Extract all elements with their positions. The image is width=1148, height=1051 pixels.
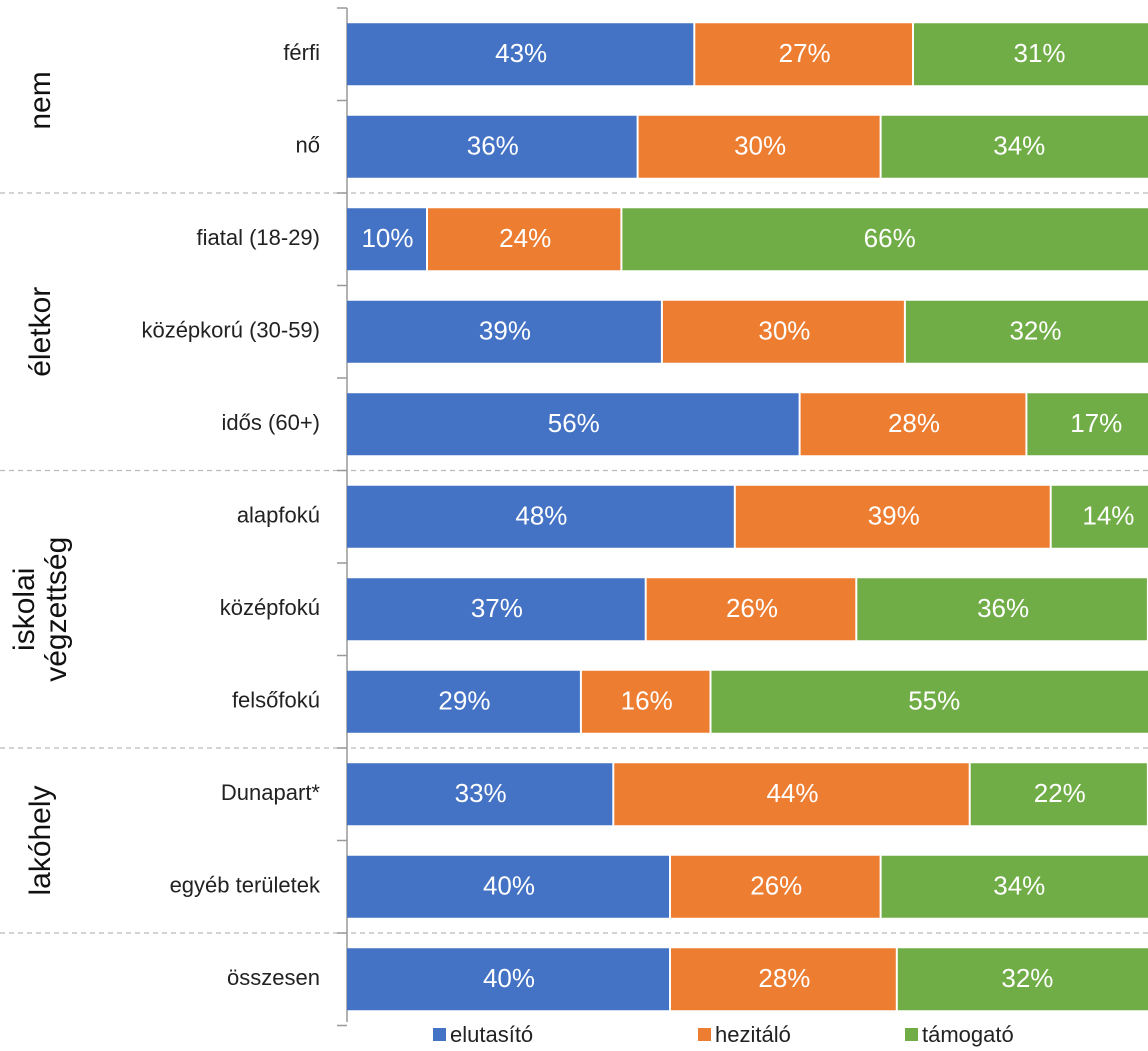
category-label: középkorú (30-59) [141, 318, 320, 343]
bar-segment [347, 393, 799, 456]
group-label: életkor [24, 287, 57, 377]
value-label: 34% [993, 131, 1045, 161]
value-label: 29% [438, 686, 490, 716]
value-label: 39% [479, 316, 531, 346]
value-label: 22% [1034, 778, 1086, 808]
bar-segment [735, 485, 1050, 548]
category-label: felsőfokú [232, 688, 320, 713]
bar-segment [671, 948, 896, 1011]
bar-segment [881, 115, 1148, 178]
bar-segment [347, 208, 426, 271]
legend-label: támogató [922, 1022, 1014, 1047]
value-label: 40% [483, 963, 535, 993]
value-label: 28% [888, 408, 940, 438]
value-label: 10% [361, 223, 413, 253]
group-label-line: nem [24, 71, 57, 129]
value-label: 43% [495, 38, 547, 68]
category-label: egyéb területek [170, 873, 321, 898]
value-label: 26% [726, 593, 778, 623]
bar-segment [347, 948, 669, 1011]
value-label: 14% [1082, 501, 1134, 531]
value-label: 31% [1014, 38, 1066, 68]
value-label: 24% [499, 223, 551, 253]
bar-segment [347, 300, 661, 363]
bar-segment [857, 578, 1147, 641]
bar-segment [800, 393, 1026, 456]
category-label: alapfokú [237, 503, 320, 528]
value-label: 27% [779, 38, 831, 68]
value-label: 26% [750, 871, 802, 901]
bar-segment [914, 23, 1148, 86]
bar-segment [347, 763, 613, 826]
bar-segment [638, 115, 880, 178]
value-label: 33% [455, 778, 507, 808]
bar-segment [1051, 485, 1148, 548]
value-label: 34% [993, 871, 1045, 901]
bar-segment [347, 578, 645, 641]
category-label: Dunapart* [221, 780, 321, 805]
legend-swatch [698, 1028, 711, 1041]
group-label: iskolaivégzettség [8, 537, 73, 682]
bar-segment [711, 670, 1148, 733]
bar-segment [646, 578, 856, 641]
group-label-line: életkor [24, 287, 57, 377]
bar-segment [347, 23, 694, 86]
group-label-line: végzettség [40, 537, 73, 682]
value-label: 36% [977, 593, 1029, 623]
value-label: 30% [734, 131, 786, 161]
bar-segment [881, 855, 1148, 918]
group-label-line: lakóhely [24, 785, 57, 895]
bar-segment [347, 855, 669, 918]
bar-segment [662, 300, 904, 363]
category-label: férfi [283, 40, 320, 65]
value-label: 55% [908, 686, 960, 716]
bar-segment [671, 855, 880, 918]
legend-label: hezitáló [715, 1022, 791, 1047]
group-label: lakóhely [24, 785, 57, 895]
legend-label: elutasító [450, 1022, 533, 1047]
bar-segment [614, 763, 969, 826]
group-label: nem [24, 71, 57, 129]
bar-segment [695, 23, 912, 86]
value-label: 28% [758, 963, 810, 993]
value-label: 44% [766, 778, 818, 808]
bar-segment [347, 485, 734, 548]
value-label: 48% [515, 501, 567, 531]
value-label: 37% [471, 593, 523, 623]
value-label: 40% [483, 871, 535, 901]
category-label: nő [296, 133, 320, 158]
bar-segment [970, 763, 1147, 826]
bar-segment [347, 670, 580, 733]
value-label: 30% [758, 316, 810, 346]
legend-swatch [905, 1028, 918, 1041]
value-label: 16% [621, 686, 673, 716]
value-label: 17% [1070, 408, 1122, 438]
value-label: 36% [467, 131, 519, 161]
bar-segment [897, 948, 1148, 1011]
value-label: 32% [1001, 963, 1053, 993]
bar-segment [622, 208, 1148, 271]
legend-swatch [433, 1028, 446, 1041]
category-label: középfokú [220, 595, 320, 620]
value-label: 56% [548, 408, 600, 438]
value-label: 32% [1009, 316, 1061, 346]
value-label: 39% [868, 501, 920, 531]
category-label: összesen [227, 965, 320, 990]
bar-segment [905, 300, 1148, 363]
value-label: 66% [864, 223, 916, 253]
group-label-line: iskolai [8, 568, 41, 651]
category-label: idős (60+) [222, 410, 320, 435]
bar-segment [347, 115, 637, 178]
bar-segment [581, 670, 710, 733]
bar-segment [428, 208, 621, 271]
category-label: fiatal (18-29) [196, 225, 320, 250]
bar-segment [1027, 393, 1148, 456]
